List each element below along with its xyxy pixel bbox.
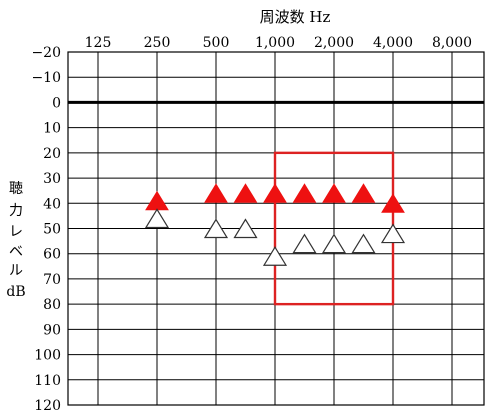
open-triangle-marker-1 xyxy=(203,218,229,239)
filled-triangle-marker-6 xyxy=(351,183,376,203)
y-axis-label-part-2: レ xyxy=(9,224,23,240)
y-tick-label-8: 60 xyxy=(43,247,61,263)
y-tick-label-13: 110 xyxy=(34,373,61,389)
y-axis-label-part-4: ル xyxy=(9,263,23,279)
y-axis-label-part-0: 聴 xyxy=(9,181,23,197)
y-tick-label-14: 120 xyxy=(34,398,61,414)
y-tick-label-6: 40 xyxy=(43,196,61,212)
chart-title: 周波数 Hz xyxy=(260,8,331,26)
open-triangle-marker-7 xyxy=(380,223,406,244)
open-triangle-marker-4 xyxy=(292,233,317,254)
filled-triangle-marker-7 xyxy=(381,193,405,213)
x-tick-label-2: 500 xyxy=(203,35,230,51)
y-tick-label-10: 80 xyxy=(43,297,61,313)
data-markers xyxy=(144,183,406,266)
filled-triangle-marker-2 xyxy=(233,183,258,203)
filled-triangle-marker-4 xyxy=(292,183,317,203)
open-triangle-marker-0 xyxy=(144,208,170,229)
x-tick-label-5: 4,000 xyxy=(373,35,413,51)
x-tick-label-0: 125 xyxy=(85,35,112,51)
y-tick-label-1: −10 xyxy=(31,70,61,86)
filled-triangle-marker-5 xyxy=(322,183,346,203)
filled-triangle-marker-0 xyxy=(145,190,169,211)
y-tick-label-0: −20 xyxy=(31,45,61,61)
filled-triangle-marker-1 xyxy=(204,183,228,203)
y-axis-label-part-1: 力 xyxy=(9,203,23,219)
y-tick-label-3: 10 xyxy=(43,121,61,137)
y-axis-label-part-5: dB xyxy=(6,284,25,300)
y-axis-label-part-3: ベ xyxy=(9,244,23,260)
x-tick-label-4: 2,000 xyxy=(314,35,354,51)
x-tick-label-3: 1,000 xyxy=(255,35,295,51)
open-triangle-marker-5 xyxy=(321,233,347,254)
filled-triangle-marker-3 xyxy=(263,183,287,203)
y-tick-label-11: 90 xyxy=(43,322,61,338)
x-tick-label-1: 250 xyxy=(144,35,171,51)
x-tick-label-6: 8,000 xyxy=(432,35,472,51)
y-tick-labels: −20 −10 0 10 20 30 40 50 60 70 80 90 100 110 120 xyxy=(31,45,61,414)
open-triangle-marker-6 xyxy=(351,233,376,254)
y-tick-label-5: 30 xyxy=(43,171,61,187)
y-tick-label-9: 70 xyxy=(43,272,61,288)
open-triangle-marker-2 xyxy=(233,218,258,239)
y-tick-label-4: 20 xyxy=(43,146,61,162)
open-triangle-marker-3 xyxy=(262,246,288,266)
x-tick-labels: 125 250 500 1,000 2,000 4,000 8,000 xyxy=(85,35,472,51)
y-tick-label-2: 0 xyxy=(52,95,61,111)
y-tick-label-12: 100 xyxy=(34,348,61,364)
y-tick-label-7: 50 xyxy=(43,222,61,238)
